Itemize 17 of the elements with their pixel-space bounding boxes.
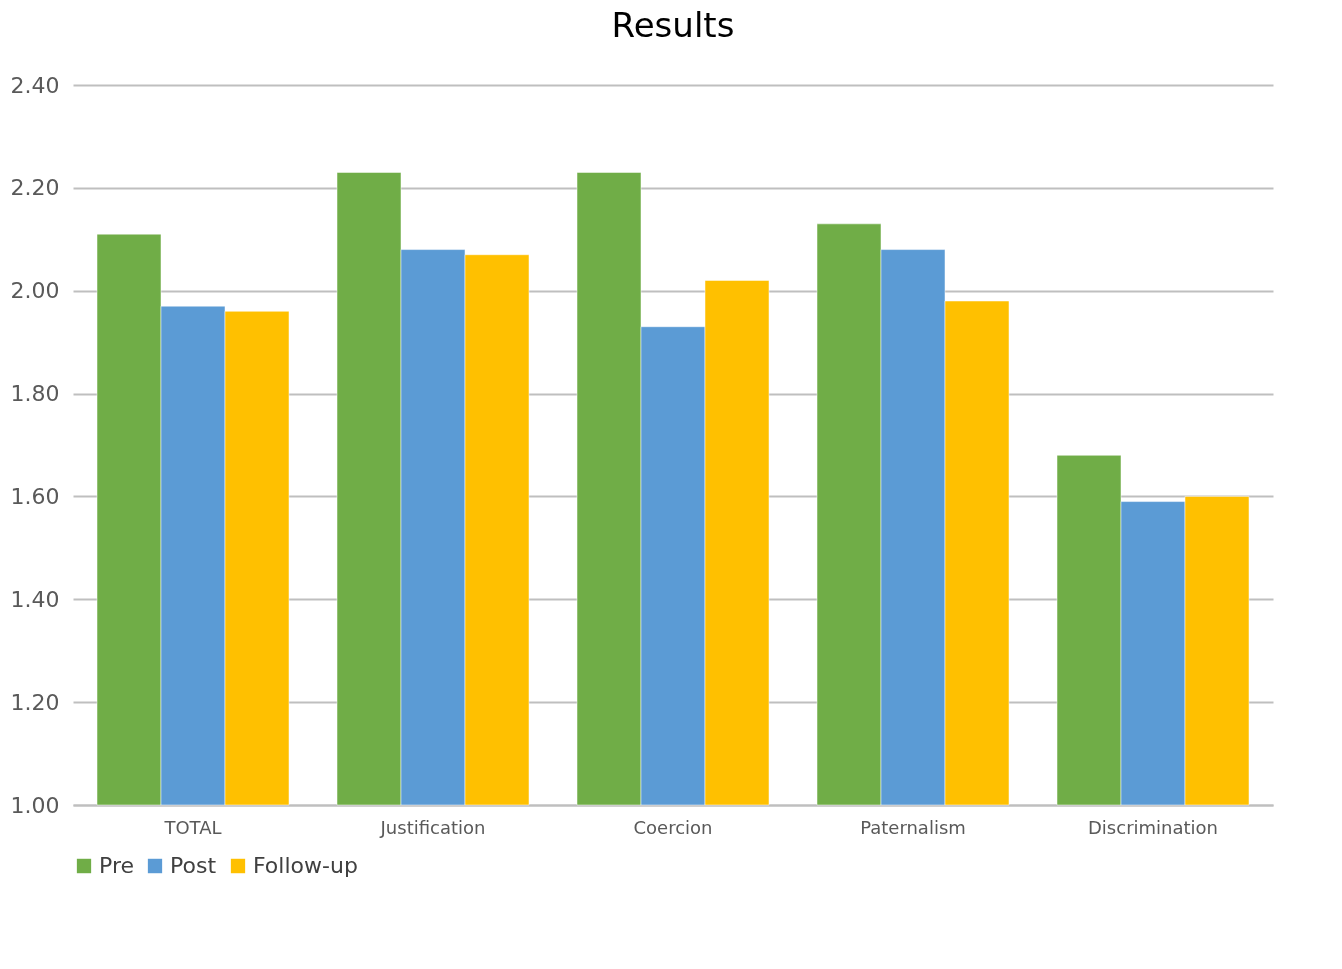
y-tick-label: 1.60 [10, 483, 60, 509]
x-tick-label: Paternalism [860, 816, 966, 838]
y-tick-label: 1.80 [10, 381, 60, 407]
y-tick-label: 1.40 [10, 586, 60, 612]
legend-label: Follow-up [253, 853, 358, 878]
y-tick-label: 1.20 [10, 689, 60, 715]
y-tick-label: 2.40 [10, 72, 60, 98]
y-tick-label: 1.00 [10, 792, 60, 818]
y-tick-label: 2.00 [10, 278, 60, 304]
x-tick-label: Coercion [633, 816, 713, 838]
y-tick-label: 2.20 [10, 175, 60, 201]
legend-label: Post [170, 853, 217, 878]
x-tick-label: Discrimination [1088, 816, 1218, 838]
chart-title: Results [611, 5, 735, 45]
x-tick-label: Justification [379, 816, 486, 838]
legend-label: Pre [99, 853, 134, 878]
x-tick-label: TOTAL [163, 816, 222, 838]
